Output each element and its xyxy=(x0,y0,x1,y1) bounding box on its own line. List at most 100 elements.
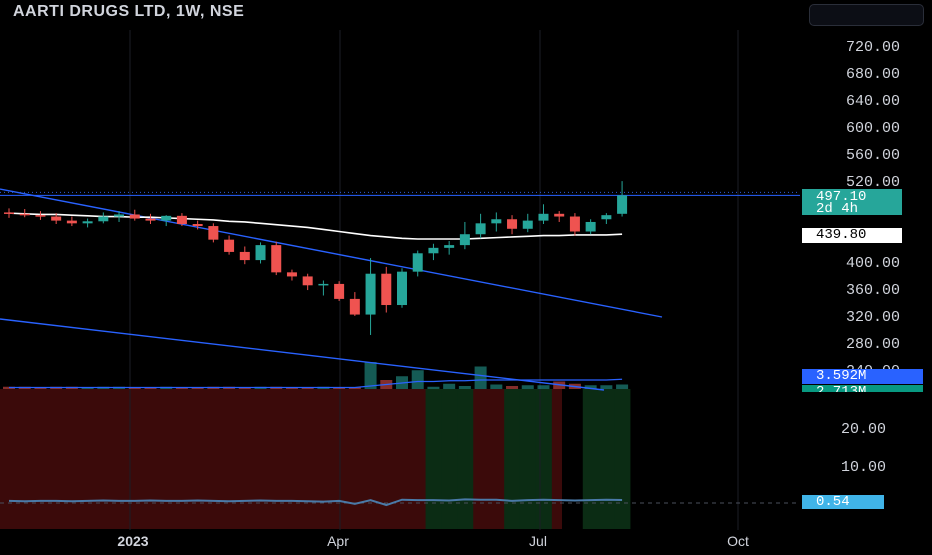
oscillator-up-zone xyxy=(441,389,458,529)
volume-bar xyxy=(584,385,597,389)
candle-body xyxy=(554,213,565,217)
volume-bar xyxy=(285,387,298,389)
candle-body xyxy=(286,272,297,277)
candle-body xyxy=(224,239,235,252)
price-axis-label: 520.00 xyxy=(846,174,900,191)
price-axis-label: 400.00 xyxy=(846,255,900,272)
candle-body xyxy=(114,214,125,217)
candle-body xyxy=(507,219,518,229)
candle-body xyxy=(161,215,172,221)
volume-bar xyxy=(490,384,503,389)
candle-body xyxy=(35,215,46,217)
volume-bar xyxy=(600,385,613,389)
volume-bar xyxy=(175,387,188,389)
candle-body xyxy=(601,215,612,220)
candle-body xyxy=(397,271,407,306)
volume-bar xyxy=(474,366,487,389)
candle-body xyxy=(475,223,486,235)
candle-body xyxy=(4,212,14,214)
candle-body xyxy=(459,234,470,246)
candle-body xyxy=(522,220,533,229)
volume-bar xyxy=(364,362,377,389)
volume-bar xyxy=(128,387,141,389)
price-axis-label: 720.00 xyxy=(846,39,900,56)
time-axis-label: Jul xyxy=(529,533,547,549)
candle-body xyxy=(208,226,219,240)
candle-body xyxy=(98,216,109,222)
candle-body xyxy=(538,213,549,221)
volume-tag: 3.592M xyxy=(802,369,923,384)
candle-body xyxy=(444,245,455,248)
candle-body xyxy=(334,283,345,299)
upper-trendline xyxy=(0,188,663,318)
volume-bar xyxy=(191,387,204,389)
moving-average-line xyxy=(8,212,623,240)
time-axis-label: Oct xyxy=(727,533,749,549)
countdown-label: 2d 4h xyxy=(816,201,859,217)
candle-body xyxy=(569,216,580,232)
oscillator-up-zone xyxy=(425,389,442,529)
oscillator-zone-background xyxy=(0,389,562,529)
volume-bar xyxy=(333,387,346,389)
volume-bar xyxy=(301,387,314,389)
volume-bar xyxy=(238,387,251,389)
candle-body xyxy=(349,298,360,315)
candle-body xyxy=(381,273,392,306)
volume-bar xyxy=(616,384,629,389)
last-price-tag: 497.10 2d 4h xyxy=(802,189,902,217)
candle-body xyxy=(412,253,423,272)
price-axis-label: 280.00 xyxy=(846,336,900,353)
moving-average-tag: 439.80 xyxy=(802,228,902,243)
candle-body xyxy=(192,224,203,227)
candle-body xyxy=(491,219,502,224)
candle-body xyxy=(585,221,596,232)
price-axis-label: 320.00 xyxy=(846,309,900,326)
oscillator-up-zone xyxy=(504,389,521,529)
candle-body xyxy=(428,247,439,254)
volume-bar xyxy=(458,386,471,389)
candle-body xyxy=(239,251,250,261)
oscillator-axis-label: 10.00 xyxy=(841,459,886,476)
chart-title: AARTI DRUGS LTD, 1W, NSE xyxy=(13,3,245,20)
oscillator-line xyxy=(8,498,623,507)
toolbar-box[interactable] xyxy=(809,4,924,26)
candle-body xyxy=(271,245,282,273)
volume-bar xyxy=(144,387,157,389)
volume-bar xyxy=(81,387,94,389)
oscillator-up-zone xyxy=(535,389,552,529)
candle-body xyxy=(66,220,77,224)
time-axis-label: Apr xyxy=(327,533,349,549)
volume-bar xyxy=(537,385,550,389)
oscillator-up-zone xyxy=(598,389,615,529)
volume-bar xyxy=(427,386,440,389)
oscillator-tag: 0.54 xyxy=(802,495,884,510)
candle-body xyxy=(617,195,628,214)
candle-body xyxy=(302,276,313,286)
candle-body xyxy=(318,283,329,286)
oscillator-up-zone xyxy=(614,389,631,529)
oscillator-up-zone xyxy=(519,389,537,529)
candle-body xyxy=(82,221,93,224)
price-axis-label: 640.00 xyxy=(846,93,900,110)
candle-body xyxy=(51,216,62,221)
time-axis-label: 2023 xyxy=(117,533,148,549)
volume-bar xyxy=(521,385,534,389)
last-price-value: 497.10 xyxy=(816,189,867,205)
volume-bar xyxy=(506,386,519,389)
volume-bar xyxy=(348,387,361,389)
price-axis-label: 360.00 xyxy=(846,282,900,299)
candle-body xyxy=(129,214,140,219)
price-axis-label: 600.00 xyxy=(846,120,900,137)
oscillator-up-zone xyxy=(457,389,474,529)
lower-trendline xyxy=(0,318,605,391)
oscillator-axis-label: 20.00 xyxy=(841,421,886,438)
volume-bar xyxy=(443,383,456,389)
oscillator-up-zone xyxy=(582,389,599,529)
candle-body xyxy=(365,273,376,315)
price-axis-label: 680.00 xyxy=(846,66,900,83)
volume-average-tag: 2.713M xyxy=(802,385,923,392)
price-axis-label: 560.00 xyxy=(846,147,900,164)
candle-body xyxy=(145,218,156,221)
